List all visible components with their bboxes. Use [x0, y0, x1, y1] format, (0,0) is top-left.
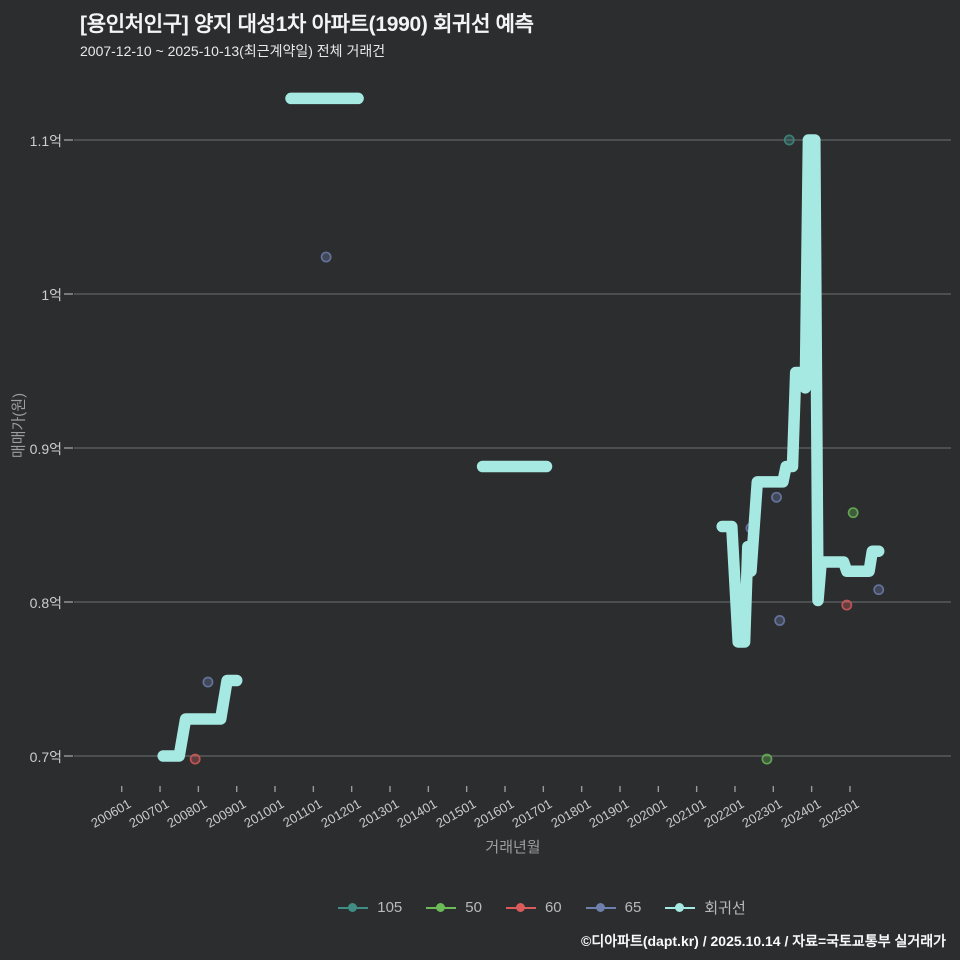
legend-dot-icon: [436, 903, 446, 912]
x-axis-title: 거래년월: [485, 839, 541, 856]
scatter-point-60: [189, 753, 201, 765]
scatter-point-65: [202, 676, 214, 688]
legend-marker-icon: [585, 903, 616, 912]
scatter-point-65: [771, 491, 782, 503]
regression-line: [716, 134, 885, 648]
legend-dot-icon: [348, 903, 358, 912]
legend-label: 50: [465, 899, 482, 916]
legend-marker-icon: [426, 903, 457, 912]
footer-credit: ©디아파트(dapt.kr) / 2025.10.14 / 자료=국토교통부 실…: [581, 933, 946, 949]
legend-marker-icon: [665, 903, 696, 912]
legend-label: 105: [377, 899, 403, 916]
scatter-point-50: [847, 507, 859, 519]
legend-item-65[interactable]: 65: [585, 899, 642, 916]
y-tick-label: 0.9억: [29, 441, 62, 457]
legend-dot-icon: [595, 903, 605, 912]
legend-dot-icon: [515, 903, 525, 912]
scatter-point-60: [841, 599, 853, 611]
regression-line: [157, 674, 243, 762]
legend-label: 65: [624, 899, 642, 916]
y-tick-label: 1억: [41, 287, 62, 303]
legend-dot-icon: [675, 903, 685, 912]
page-title: [용인처인구] 양지 대성1차 아파트(1990) 회귀선 예측: [80, 13, 534, 36]
y-axis-title: 매매가(원): [10, 392, 28, 459]
legend-marker-icon: [505, 903, 536, 912]
legend-item-50[interactable]: 50: [426, 899, 482, 916]
legend-item-105[interactable]: 105: [338, 899, 402, 916]
scatter-point-65: [320, 251, 332, 263]
y-tick-label: 1.1억: [29, 133, 62, 149]
y-tick-label: 0.7억: [29, 749, 62, 765]
legend-item-60[interactable]: 60: [505, 899, 562, 916]
legend-item-회귀선[interactable]: 회귀선: [665, 897, 746, 918]
legend: 105 50 60 65 회귀선: [62, 897, 960, 918]
legend-label: 60: [544, 899, 562, 916]
scatter-point-65: [774, 615, 786, 626]
legend-label: 회귀선: [704, 900, 746, 917]
scatter-point-105: [783, 134, 795, 146]
scatter-point-65: [873, 584, 885, 596]
scatter-point-50: [761, 753, 773, 765]
legend-marker-icon: [338, 903, 369, 912]
page-subtitle: 2007-12-10 ~ 2025-10-13(최근계약일) 전체 거래건: [80, 43, 386, 59]
y-tick-label: 0.8억: [29, 595, 62, 611]
